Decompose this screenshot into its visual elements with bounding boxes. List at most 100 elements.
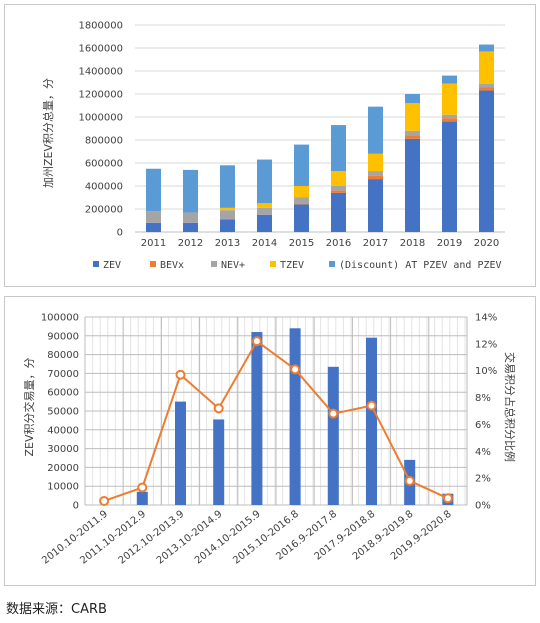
- trade-share-line: [103, 339, 449, 502]
- legend-label: NEV+: [221, 260, 245, 271]
- bar-segment: [220, 219, 235, 232]
- bar-segment: [331, 192, 346, 232]
- y-tick-label: 800000: [85, 136, 123, 147]
- trade-share-y2-axis-label: 交易积分占总积分比例: [503, 352, 517, 462]
- bar-segment: [479, 51, 494, 84]
- trade-share-point: [366, 400, 377, 411]
- x-tick-label: 2015: [289, 238, 314, 249]
- bar-segment: [294, 186, 309, 198]
- legend-swatch: [93, 261, 99, 267]
- trade-bar: [175, 401, 186, 505]
- bar-segment: [368, 171, 383, 176]
- trade-bar: [327, 366, 339, 505]
- x-tick-label: 2018: [400, 238, 425, 249]
- y-tick-label: 80000: [47, 350, 79, 361]
- trade-bar: [289, 328, 301, 505]
- y2-tick-label: 12%: [475, 339, 497, 350]
- bar-segment: [257, 203, 272, 208]
- bar-segment: [405, 103, 420, 131]
- total-credits-chart: 0 200000 400000 600000 800000 1000000 1200000 1…: [41, 21, 505, 271]
- trade-share-point: [442, 493, 453, 504]
- bar-segment: [442, 118, 457, 122]
- trade-share-point: [404, 475, 415, 486]
- trade-share-point: [328, 408, 339, 419]
- x-tick-label: 2013: [215, 238, 240, 249]
- legend-label: ZEV: [103, 260, 121, 271]
- y-tick-label: 600000: [85, 159, 123, 170]
- y-tick-label: 60000: [47, 388, 79, 399]
- bar-segment: [146, 168, 161, 212]
- bar-segment: [368, 106, 383, 154]
- bar-segment: [294, 204, 309, 232]
- bar-segment: [294, 144, 309, 186]
- trade-share-point: [251, 336, 262, 347]
- bar-segment: [146, 211, 161, 223]
- x-tick-label: 2014.10-2015.9: [193, 509, 263, 567]
- y-tick-label: 10000: [47, 482, 79, 493]
- traded-credits-chart-panel: 0 10000 20000 30000 40000 50000 60000 70000 8000…: [4, 296, 536, 586]
- bar-segment: [220, 165, 235, 208]
- bar-segment: [331, 125, 346, 172]
- x-tick-label: 2011.10-2012.9: [78, 509, 148, 567]
- legend-swatch: [329, 261, 335, 267]
- bar-segment: [294, 203, 309, 205]
- trade-bar: [136, 491, 148, 505]
- y-tick-label: 50000: [47, 407, 79, 418]
- y-tick-label: 1000000: [78, 113, 123, 124]
- x-tick-label: 2020: [474, 238, 499, 249]
- total-credits-chart-panel: 0 200000 400000 600000 800000 1000000 1200000 1…: [4, 4, 536, 287]
- trade-share-point: [99, 495, 110, 506]
- y2-tick-label: 10%: [475, 366, 497, 377]
- trade-share-point: [290, 364, 301, 375]
- x-tick-label: 2013.10-2014.9: [155, 509, 225, 567]
- legend-swatch: [211, 261, 217, 267]
- x-tick-label: 2011: [141, 238, 166, 249]
- y2-tick-label: 0%: [475, 501, 491, 512]
- bar-segment: [368, 175, 383, 180]
- legend-label: TZEV: [280, 260, 304, 271]
- legend-label: BEVx: [160, 260, 184, 271]
- bar-segment: [331, 190, 346, 193]
- y2-tick-label: 14%: [475, 313, 497, 324]
- y-tick-label: 30000: [47, 444, 79, 455]
- bar-segment: [405, 138, 420, 232]
- bar-segment: [294, 197, 309, 204]
- bar-segment: [331, 186, 346, 191]
- trade-bar: [213, 419, 225, 505]
- legend-swatch: [150, 261, 156, 267]
- y-tick-label: 200000: [85, 205, 123, 216]
- bar-segment: [479, 90, 494, 232]
- y-tick-label: 0: [117, 228, 123, 239]
- bar-segment: [442, 75, 457, 84]
- bar-segment: [257, 207, 272, 215]
- y2-tick-label: 6%: [475, 420, 491, 431]
- y2-tick-label: 2%: [475, 474, 491, 485]
- x-tick-label: 2012.10-2013.9: [117, 509, 187, 567]
- bar-segment: [442, 114, 457, 119]
- bar-segment: [368, 153, 383, 172]
- y-tick-label: 1600000: [78, 44, 123, 55]
- trade-bar: [251, 332, 263, 505]
- trade-share-point: [213, 403, 224, 414]
- data-source-note: 数据来源：CARB: [6, 602, 107, 617]
- x-tick-label: 2016: [326, 238, 351, 249]
- x-tick-label: 2014: [252, 238, 277, 249]
- y2-tick-label: 8%: [475, 393, 491, 404]
- bar-segment: [331, 171, 346, 186]
- bar-segment: [183, 212, 198, 223]
- bar-segment: [442, 121, 457, 232]
- bar-segment: [257, 159, 272, 204]
- y-tick-label: 1400000: [78, 67, 123, 78]
- x-tick-label: 2012: [178, 238, 203, 249]
- x-tick-label: 2015.10-2016.8: [231, 509, 301, 567]
- y-tick-label: 1800000: [78, 21, 123, 32]
- y-tick-label: 70000: [47, 369, 79, 380]
- bar-segment: [442, 83, 457, 115]
- bar-segment: [368, 179, 383, 232]
- y-tick-label: 1200000: [78, 90, 123, 101]
- x-tick-label: 2019: [437, 238, 462, 249]
- y-tick-label: 0: [73, 501, 79, 512]
- traded-credits-chart: 0 10000 20000 30000 40000 50000 60000 70000 8000…: [22, 313, 517, 567]
- y-tick-label: 400000: [85, 182, 123, 193]
- bar-segment: [220, 210, 235, 220]
